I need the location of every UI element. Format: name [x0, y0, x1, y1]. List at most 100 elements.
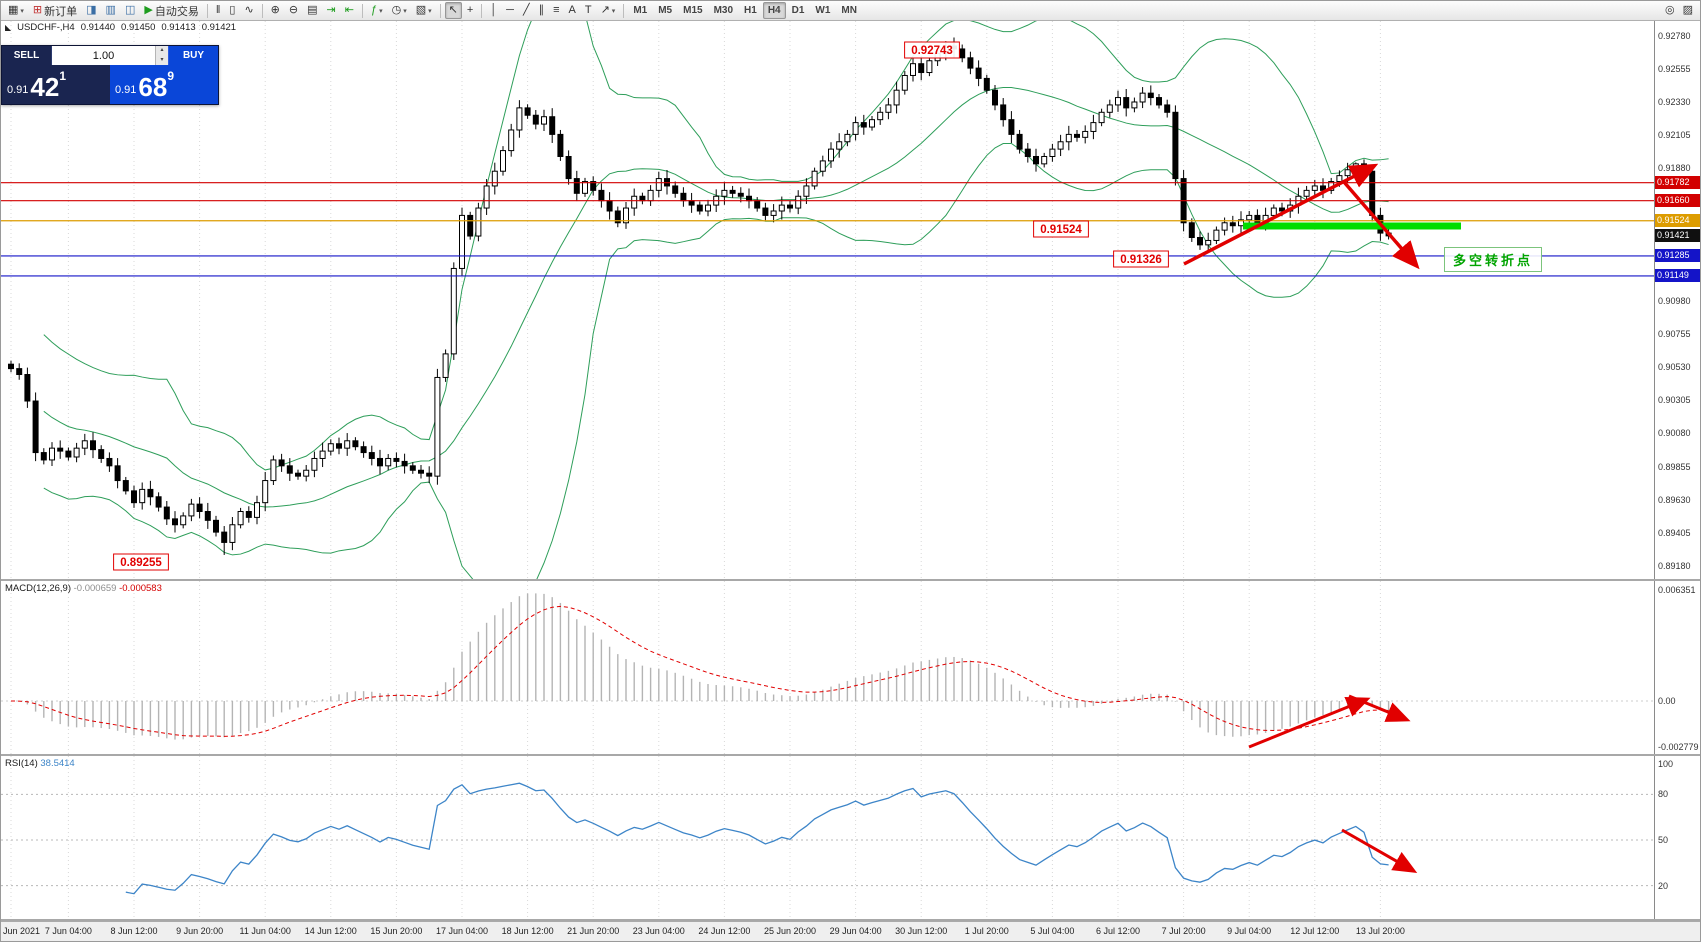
svg-text:0.89255: 0.89255 [120, 557, 162, 569]
fibonacci-button[interactable]: ≡ [549, 2, 563, 19]
templates-button[interactable]: ▧ ▾ [412, 2, 436, 19]
sell-price[interactable]: 0.91 42 1 [2, 65, 110, 104]
chart-expand-icon: ▨ [1682, 4, 1693, 16]
shapes-button[interactable]: ↗ ▾ [597, 2, 620, 19]
time-axis-label: 5 Jul 04:00 [1030, 926, 1075, 936]
timeframe-h1-button[interactable]: H1 [739, 2, 762, 19]
new-order-button-label: 新订单 [44, 5, 78, 18]
time-axis-label: Jun 2021 [3, 926, 41, 936]
navigator-button[interactable]: ◫ [121, 2, 139, 19]
price-axis-label: 0.89630 [1658, 494, 1691, 505]
annotation-note: 多空转折点 [1444, 247, 1543, 272]
periods-button[interactable]: ◷ ▾ [388, 2, 411, 19]
text-button[interactable]: A [565, 2, 580, 19]
timeframe-m15-button[interactable]: M15 [678, 2, 707, 19]
volume-input[interactable] [52, 46, 168, 65]
auto-scroll-button[interactable]: ⇥ [323, 2, 340, 19]
channel-icon: ∥ [538, 4, 545, 16]
bar-chart-button[interactable]: ‖ [212, 2, 225, 19]
toolbar-right-group: ◎ ▨ [1661, 2, 1697, 19]
ohlc-high: 0.91450 [121, 22, 156, 33]
timeframe-m30-button[interactable]: M30 [709, 2, 738, 19]
symbol-marker-icon: ◣ [5, 23, 12, 32]
cursor-button[interactable]: ↖ [444, 2, 462, 19]
autotrading-button-label: 自动交易 [154, 5, 199, 18]
line-chart-button[interactable]: ∿ [240, 2, 257, 19]
price-axis-label: 0.90305 [1658, 395, 1691, 406]
macd-chart[interactable] [1, 581, 1656, 754]
timeframe-m1-button[interactable]: M1 [628, 2, 652, 19]
vertical-line-button[interactable]: │ [486, 2, 501, 19]
macd-signal-line [10, 605, 1389, 737]
new-chart-button[interactable]: ▦ ▾ [4, 2, 28, 19]
trendline-button[interactable]: ╱ [519, 2, 534, 19]
buy-button[interactable]: BUY [168, 46, 218, 65]
price-axis-label: 0.90755 [1658, 328, 1691, 339]
autotrading-button[interactable]: ▶ 自动交易 [140, 2, 202, 19]
trend-arrows [1183, 163, 1420, 270]
new-order-button[interactable]: ⊞ 新订单 [29, 2, 81, 19]
time-axis-label: 12 Jul 12:00 [1290, 926, 1340, 936]
rsi-axis-label: 100 [1658, 759, 1674, 769]
zoom-out-button[interactable]: ⊖ [285, 2, 302, 19]
channel-button[interactable]: ∥ [535, 2, 549, 19]
timeframe-w1-button[interactable]: W1 [810, 2, 835, 19]
time-axis-label: 18 Jun 12:00 [501, 926, 554, 936]
price-chart[interactable]: 0.92743 0.91524 0.91326 0.89255 [1, 21, 1656, 579]
autotrading-icon: ▶ [144, 4, 153, 16]
chart-shift-button[interactable]: ⇤ [341, 2, 358, 19]
sell-button[interactable]: SELL [2, 46, 52, 65]
indicators-button[interactable]: ƒ ▾ [367, 2, 387, 19]
timeframe-m5-button[interactable]: M5 [653, 2, 677, 19]
chart-shift-icon: ⇤ [344, 4, 354, 16]
timeframe-h4-button[interactable]: H4 [762, 2, 786, 19]
time-axis-label: 1 Jul 20:00 [964, 926, 1009, 936]
volume-decrease-button[interactable]: ▾ [160, 56, 164, 63]
price-axis-label: 0.92105 [1658, 130, 1691, 141]
time-axis-label: 17 Jun 04:00 [435, 926, 489, 936]
label-button[interactable]: T [581, 2, 596, 19]
buy-price-point: 9 [167, 69, 175, 83]
price-axis-label: 0.90530 [1658, 362, 1691, 373]
price-level-badge: 0.91782 [1655, 176, 1700, 190]
tile-windows-button[interactable]: ▤ [303, 2, 321, 19]
candlestick-chart-button[interactable]: ▯ [225, 2, 239, 19]
zoom-in-icon: ⊕ [270, 4, 280, 16]
price-level-badge: 0.91149 [1655, 269, 1700, 283]
timeframe-mn-button[interactable]: MN [836, 2, 862, 19]
data-window-icon: ▥ [105, 4, 116, 16]
rsi-label: RSI(14) 38.5414 [5, 758, 75, 769]
toolbar-separator [361, 3, 363, 18]
main-chart-panel: 0.92743 0.91524 0.91326 0.89255 0.92780 0.92… [1, 21, 1700, 581]
volume-increase-button[interactable]: ▴ [160, 47, 164, 53]
price-axis: 0.92780 0.92555 0.92330 0.92105 0.91880 0.909… [1654, 21, 1700, 579]
vertical-line-icon: │ [490, 4, 498, 16]
macd-main-value: -0.000659 [73, 583, 117, 594]
buy-price-base: 0.91 [115, 84, 137, 96]
svg-text:0.91524: 0.91524 [1040, 224, 1082, 236]
chevron-down-icon: ▾ [611, 7, 616, 15]
toolbar-separator [439, 3, 441, 18]
crosshair-button[interactable]: + [463, 2, 477, 19]
horizontal-line-button[interactable]: ─ [502, 2, 518, 19]
time-axis-label: 6 Jul 12:00 [1095, 926, 1141, 936]
rsi-chart[interactable] [1, 756, 1656, 919]
data-window-button[interactable]: ▥ [102, 2, 120, 19]
shapes-icon: ↗ [600, 4, 610, 16]
timeframe-d1-button[interactable]: D1 [787, 2, 810, 19]
rsi-axis: 100 80 50 20 [1654, 756, 1700, 919]
rsi-name: RSI(14) [5, 758, 38, 769]
fibonacci-icon: ≡ [553, 4, 560, 16]
buy-price[interactable]: 0.91 68 9 [110, 65, 218, 104]
candlestick-chart-icon: ▯ [229, 4, 236, 16]
zoom-in-button[interactable]: ⊕ [267, 2, 284, 19]
zoom-range-button[interactable]: ◎ [1661, 2, 1679, 19]
bar-chart-icon: ‖ [215, 4, 221, 16]
horizontal-levels[interactable] [1, 182, 1656, 277]
periods-icon: ◷ [391, 4, 402, 16]
market-watch-button[interactable]: ◨ [82, 2, 100, 19]
time-axis-label: 30 Jun 12:00 [895, 926, 948, 936]
cursor-icon: ↖ [448, 4, 458, 16]
chart-expand-button[interactable]: ▨ [1679, 2, 1697, 19]
